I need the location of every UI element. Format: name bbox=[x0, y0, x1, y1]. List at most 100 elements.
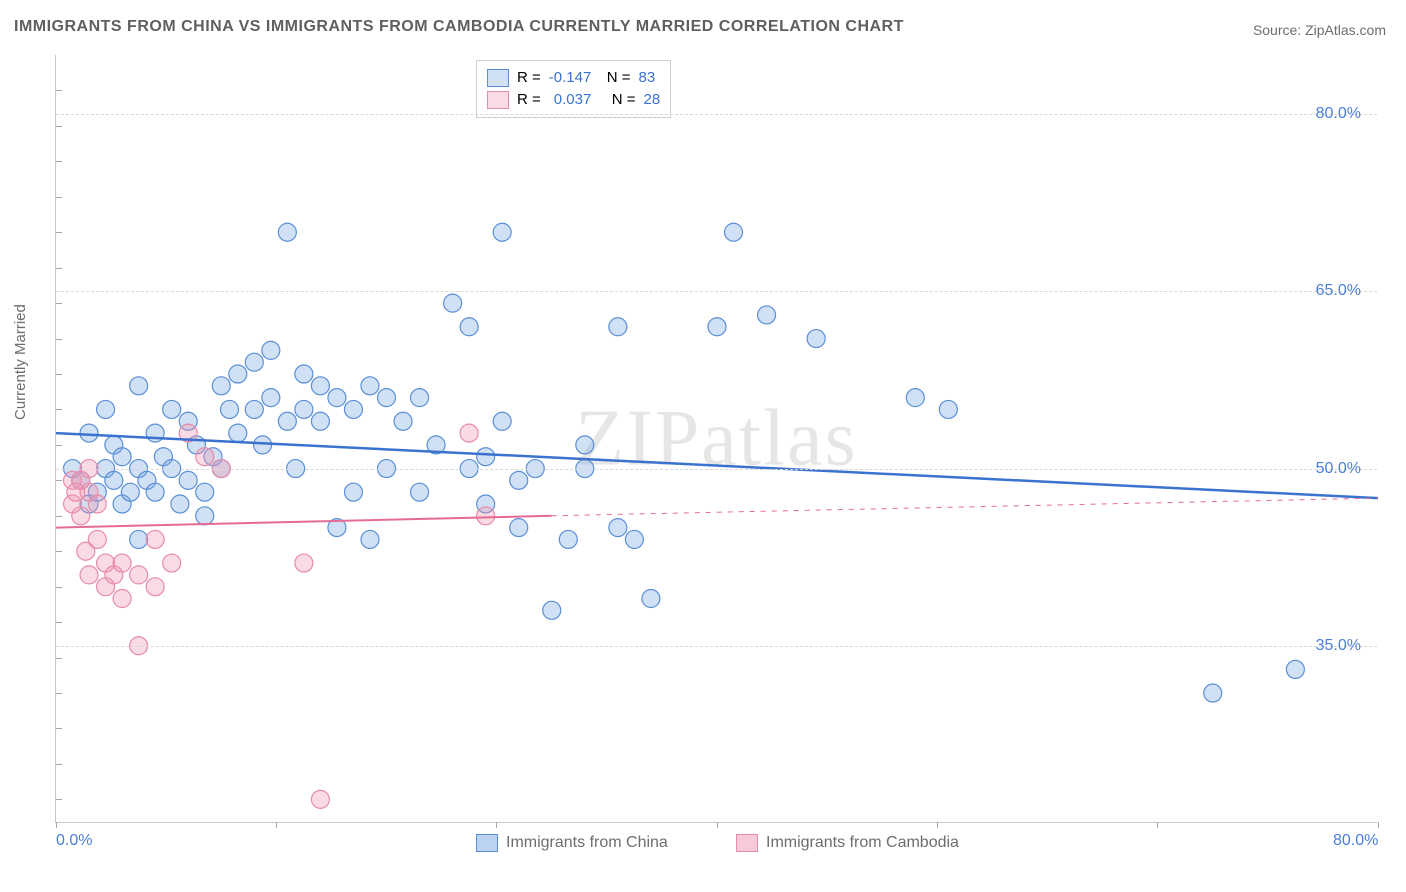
data-point bbox=[510, 519, 528, 537]
y-minor-tick bbox=[56, 587, 62, 588]
data-point bbox=[311, 790, 329, 808]
data-point bbox=[609, 519, 627, 537]
data-point bbox=[163, 554, 181, 572]
x-tick bbox=[276, 822, 277, 828]
y-minor-tick bbox=[56, 516, 62, 517]
y-minor-tick bbox=[56, 161, 62, 162]
data-point bbox=[179, 471, 197, 489]
data-point bbox=[229, 424, 247, 442]
swatch-cambodia-bottom bbox=[736, 834, 758, 852]
data-point bbox=[625, 530, 643, 548]
y-minor-tick bbox=[56, 799, 62, 800]
series-label-china: Immigrants from China bbox=[506, 834, 668, 852]
correlation-legend: R = -0.147 N = 83 R = 0.037 N = 28 bbox=[476, 60, 671, 118]
data-point bbox=[344, 483, 362, 501]
data-point bbox=[361, 377, 379, 395]
y-minor-tick bbox=[56, 764, 62, 765]
swatch-china bbox=[487, 69, 509, 87]
x-tick bbox=[496, 822, 497, 828]
y-tick-label: 50.0% bbox=[1316, 460, 1361, 478]
data-point bbox=[477, 507, 495, 525]
data-point bbox=[311, 377, 329, 395]
swatch-china-bottom bbox=[476, 834, 498, 852]
gridline bbox=[56, 114, 1377, 115]
data-point bbox=[262, 341, 280, 359]
data-point bbox=[493, 412, 511, 430]
data-point bbox=[493, 223, 511, 241]
y-axis-label: Currently Married bbox=[12, 304, 29, 420]
n-value-china: 83 bbox=[639, 67, 656, 89]
chart-title: IMMIGRANTS FROM CHINA VS IMMIGRANTS FROM… bbox=[14, 18, 904, 36]
data-point bbox=[212, 377, 230, 395]
plot-area: ZIPatlas R = -0.147 N = 83 R = 0.037 N =… bbox=[55, 55, 1377, 823]
data-point bbox=[411, 389, 429, 407]
data-point bbox=[196, 483, 214, 501]
data-point bbox=[278, 412, 296, 430]
y-minor-tick bbox=[56, 693, 62, 694]
y-tick-label: 80.0% bbox=[1316, 105, 1361, 123]
data-point bbox=[460, 424, 478, 442]
r-value-china: -0.147 bbox=[549, 67, 599, 89]
data-point bbox=[477, 448, 495, 466]
x-tick bbox=[1378, 822, 1379, 828]
y-minor-tick bbox=[56, 658, 62, 659]
data-point bbox=[295, 365, 313, 383]
n-label: N = bbox=[607, 67, 631, 89]
data-point bbox=[130, 377, 148, 395]
data-point bbox=[113, 448, 131, 466]
data-point bbox=[758, 306, 776, 324]
n-value-cambodia: 28 bbox=[644, 89, 661, 111]
y-minor-tick bbox=[56, 90, 62, 91]
data-point bbox=[80, 424, 98, 442]
y-minor-tick bbox=[56, 445, 62, 446]
gridline bbox=[56, 469, 1377, 470]
data-point bbox=[295, 554, 313, 572]
data-point bbox=[146, 578, 164, 596]
x-tick-label: 80.0% bbox=[1333, 832, 1378, 850]
series-legend-cambodia: Immigrants from Cambodia bbox=[736, 834, 959, 852]
data-point bbox=[708, 318, 726, 336]
y-minor-tick bbox=[56, 728, 62, 729]
y-minor-tick bbox=[56, 303, 62, 304]
trend-line-cambodia bbox=[56, 516, 552, 528]
y-minor-tick bbox=[56, 551, 62, 552]
y-minor-tick bbox=[56, 374, 62, 375]
data-point bbox=[130, 566, 148, 584]
x-tick bbox=[937, 822, 938, 828]
data-point bbox=[311, 412, 329, 430]
n-label: N = bbox=[612, 89, 636, 111]
data-point bbox=[1204, 684, 1222, 702]
data-point bbox=[146, 483, 164, 501]
swatch-cambodia bbox=[487, 91, 509, 109]
gridline bbox=[56, 646, 1377, 647]
trend-line-china bbox=[56, 433, 1378, 498]
trend-line-cambodia-extrapolated bbox=[552, 498, 1378, 516]
y-tick-label: 65.0% bbox=[1316, 282, 1361, 300]
data-point bbox=[807, 330, 825, 348]
gridline bbox=[56, 291, 1377, 292]
data-point bbox=[113, 554, 131, 572]
data-point bbox=[245, 353, 263, 371]
data-point bbox=[344, 400, 362, 418]
x-tick bbox=[1157, 822, 1158, 828]
y-minor-tick bbox=[56, 197, 62, 198]
data-point bbox=[1286, 660, 1304, 678]
data-point bbox=[245, 400, 263, 418]
series-legend-china: Immigrants from China bbox=[476, 834, 668, 852]
legend-row-china: R = -0.147 N = 83 bbox=[487, 67, 660, 89]
data-point bbox=[278, 223, 296, 241]
y-minor-tick bbox=[56, 126, 62, 127]
data-point bbox=[221, 400, 239, 418]
chart-svg bbox=[56, 55, 1377, 822]
y-minor-tick bbox=[56, 232, 62, 233]
data-point bbox=[642, 590, 660, 608]
y-tick-label: 35.0% bbox=[1316, 637, 1361, 655]
data-point bbox=[939, 400, 957, 418]
r-label: R = bbox=[517, 67, 541, 89]
x-tick bbox=[717, 822, 718, 828]
y-minor-tick bbox=[56, 480, 62, 481]
data-point bbox=[361, 530, 379, 548]
r-label: R = bbox=[517, 89, 541, 111]
x-tick bbox=[56, 822, 57, 828]
y-minor-tick bbox=[56, 268, 62, 269]
